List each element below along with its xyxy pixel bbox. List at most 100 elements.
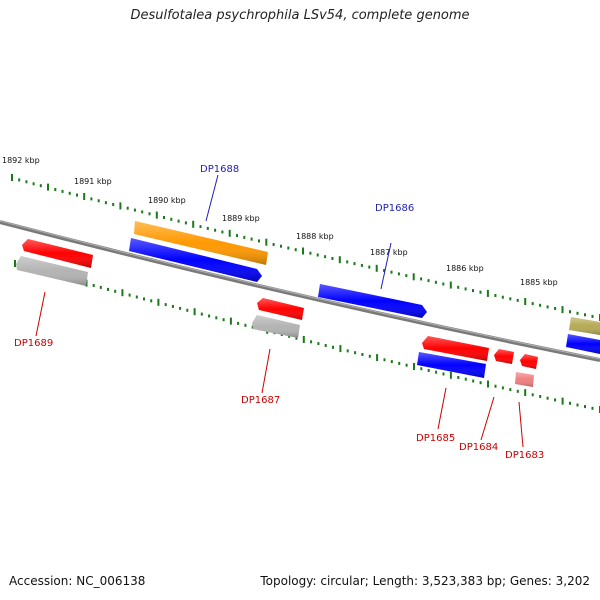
ruler-minor-tick bbox=[179, 306, 182, 310]
ruler-major-tick bbox=[413, 363, 415, 370]
ruler-minor-tick bbox=[186, 308, 189, 312]
gene-dp1689[interactable]: DP1689 bbox=[14, 239, 93, 349]
ruler-minor-tick bbox=[200, 312, 203, 316]
ruler-minor-tick bbox=[222, 318, 225, 322]
ruler-major-tick bbox=[524, 298, 527, 305]
gene-label: DP1683 bbox=[505, 450, 544, 461]
genome-summary-text: Topology: circular; Length: 3,523,383 bp… bbox=[260, 574, 590, 588]
ruler-major-tick bbox=[155, 211, 158, 219]
ruler-major-tick bbox=[121, 289, 124, 297]
ruler-minor-tick bbox=[294, 248, 297, 252]
ruler-minor-tick bbox=[199, 225, 202, 229]
ruler-minor-tick bbox=[464, 287, 467, 291]
ruler-major-tick bbox=[302, 336, 305, 343]
ruler-major-tick bbox=[47, 183, 49, 191]
ruler-major-tick bbox=[375, 264, 378, 272]
ruler-minor-tick bbox=[457, 376, 460, 379]
ruler-minor-tick bbox=[584, 313, 586, 317]
ruler-minor-tick bbox=[76, 193, 78, 197]
ruler-minor-tick bbox=[427, 279, 430, 283]
ruler-major-tick bbox=[561, 397, 564, 405]
ruler-minor-tick bbox=[126, 206, 129, 210]
gene-dp1684[interactable]: DP1684 bbox=[459, 349, 514, 453]
ruler-minor-tick bbox=[18, 178, 21, 182]
chromosome-backbone bbox=[0, 220, 600, 362]
ruler-major-tick bbox=[376, 354, 379, 362]
ruler-minor-tick bbox=[442, 282, 445, 286]
ruler-major-tick bbox=[193, 308, 196, 316]
ruler-minor-tick bbox=[287, 246, 290, 250]
ruler-minor-tick bbox=[405, 274, 408, 278]
ruler-minor-tick bbox=[250, 237, 253, 241]
ruler-major-tick bbox=[302, 247, 304, 255]
gene-label: DP1689 bbox=[14, 338, 53, 349]
ruler-minor-tick bbox=[324, 255, 327, 259]
ruler-minor-tick bbox=[61, 189, 64, 193]
ruler-major-tick bbox=[487, 380, 489, 388]
accession-text: Accession: NC_006138 bbox=[9, 574, 146, 588]
ruler-major-tick bbox=[228, 229, 231, 237]
ruler-minor-tick bbox=[184, 221, 187, 225]
ruler-minor-tick bbox=[584, 405, 586, 409]
ruler-major-tick bbox=[449, 281, 452, 289]
ruler-minor-tick bbox=[331, 257, 334, 260]
ruler-minor-tick bbox=[39, 184, 42, 188]
ruler-major-tick bbox=[85, 279, 88, 287]
ruler-minor-tick bbox=[97, 199, 100, 203]
ruler-minor-tick bbox=[398, 361, 401, 365]
ruler-minor-tick bbox=[472, 289, 474, 293]
gene-dp1688[interactable]: DP1688 bbox=[129, 164, 268, 282]
ruler-minor-tick bbox=[221, 230, 224, 234]
ruler-minor-tick bbox=[243, 235, 246, 239]
ruler-minor-tick bbox=[128, 293, 131, 297]
ruler-minor-tick bbox=[420, 277, 423, 281]
gene-label: DP1688 bbox=[200, 164, 239, 175]
ruler-minor-tick bbox=[546, 305, 549, 309]
ruler-minor-tick bbox=[170, 217, 173, 221]
ruler-labels: 1892 kbp 1891 kbp 1890 kbp 1889 kbp 1888… bbox=[2, 156, 558, 287]
ruler-minor-tick bbox=[244, 323, 247, 327]
gene-label: DP1686 bbox=[375, 203, 414, 214]
ruler-minor-tick bbox=[288, 334, 291, 338]
ruler-major-tick bbox=[524, 389, 527, 397]
gene-dp1686[interactable]: DP1686 bbox=[318, 203, 427, 318]
ruler-major-tick bbox=[83, 193, 86, 200]
ruler-major-tick bbox=[229, 317, 232, 325]
ruler-minor-tick bbox=[479, 290, 482, 294]
ruler-minor-tick bbox=[554, 398, 557, 402]
ruler-minor-tick bbox=[317, 342, 320, 346]
gene-dp1683[interactable]: DP1683 bbox=[505, 354, 544, 461]
ruler-minor-tick bbox=[236, 234, 238, 238]
ruler-minor-tick bbox=[472, 379, 475, 383]
ruler-minor-tick bbox=[531, 302, 534, 306]
ruler-minor-tick bbox=[494, 294, 497, 297]
ruler-minor-tick bbox=[397, 272, 400, 276]
ruler-minor-tick bbox=[214, 228, 217, 232]
ruler-minor-tick bbox=[360, 263, 363, 267]
ruler-major-tick bbox=[449, 371, 452, 379]
ruler-label: 1885 kbp bbox=[520, 278, 558, 287]
gene-dp1685[interactable]: DP1685 bbox=[416, 336, 489, 444]
gene-dp1687[interactable]: DP1687 bbox=[241, 298, 304, 406]
ruler-major-tick bbox=[265, 238, 268, 246]
ruler-minor-tick bbox=[390, 360, 393, 364]
ruler-minor-tick bbox=[324, 344, 327, 347]
ruler-label: 1886 kbp bbox=[446, 264, 484, 273]
ruler-minor-tick bbox=[32, 182, 35, 186]
ruler-minor-tick bbox=[457, 285, 460, 289]
ruler-minor-tick bbox=[501, 295, 504, 299]
ruler-minor-tick bbox=[104, 201, 107, 205]
ruler-minor-tick bbox=[164, 303, 167, 307]
ruler-major-tick bbox=[339, 345, 342, 353]
ruler-minor-tick bbox=[383, 358, 386, 362]
gene-label: DP1684 bbox=[459, 442, 498, 453]
ruler-minor-tick bbox=[148, 212, 151, 216]
ruler-minor-tick bbox=[516, 298, 519, 302]
gene-edge-partial[interactable] bbox=[566, 317, 600, 354]
ruler-minor-tick bbox=[569, 310, 571, 314]
ruler-minor-tick bbox=[114, 289, 117, 293]
ruler-minor-tick bbox=[237, 321, 240, 325]
ruler-major-tick bbox=[192, 220, 195, 228]
ruler-major-tick bbox=[338, 256, 341, 264]
